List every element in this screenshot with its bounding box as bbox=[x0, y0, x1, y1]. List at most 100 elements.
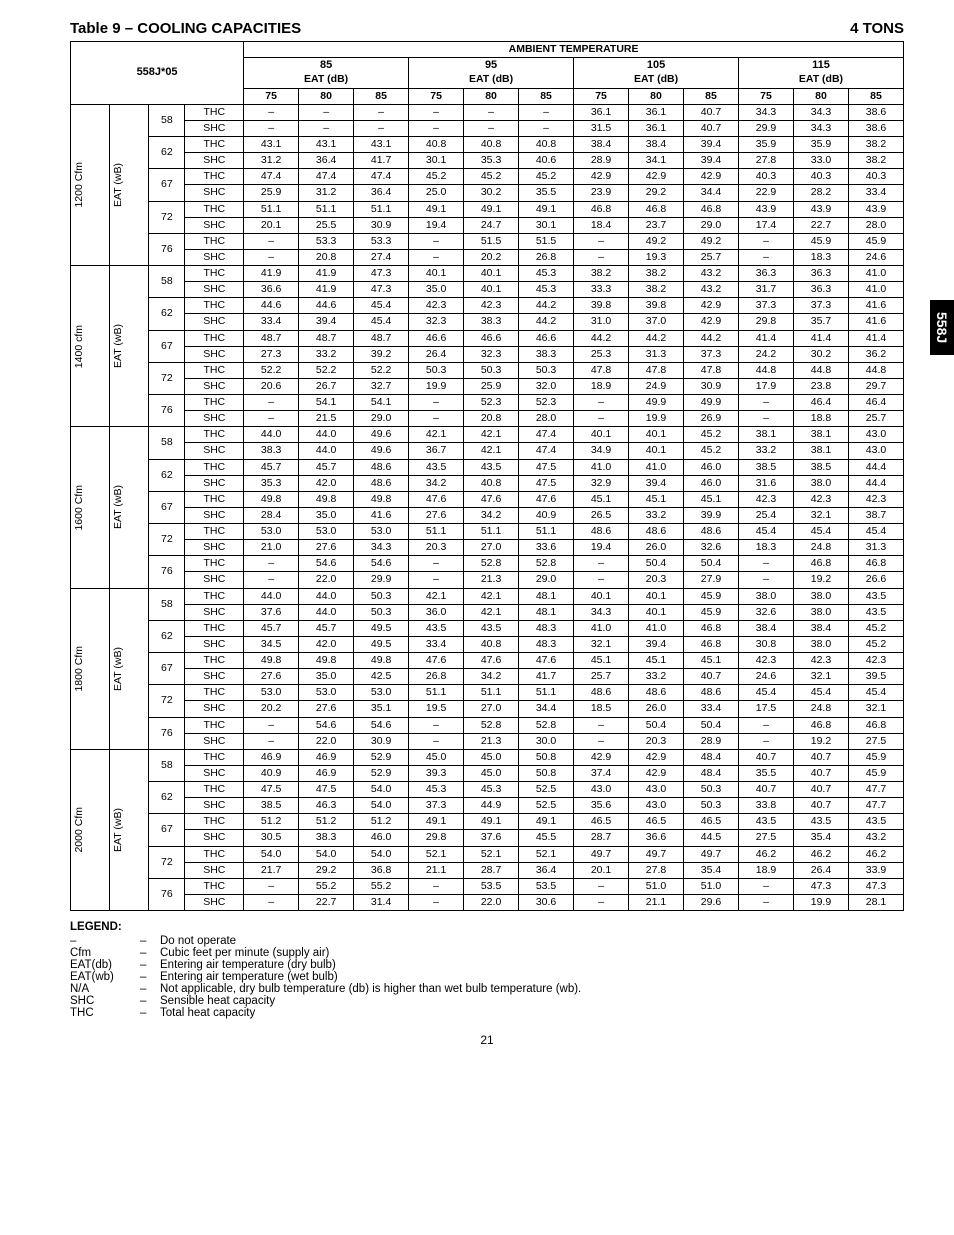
capacity-value: 29.0 bbox=[519, 572, 574, 588]
capacity-value: – bbox=[464, 120, 519, 136]
capacity-value: 27.3 bbox=[244, 346, 299, 362]
capacity-value: 45.2 bbox=[848, 636, 903, 652]
capacity-value: 40.1 bbox=[464, 266, 519, 282]
wet-bulb-value: 72 bbox=[149, 846, 185, 878]
capacity-value: 38.6 bbox=[848, 104, 903, 120]
shc-label: SHC bbox=[185, 282, 244, 298]
eat-wb-label: EAT (wB) bbox=[110, 266, 149, 427]
capacity-value: 48.6 bbox=[574, 685, 629, 701]
capacity-value: 37.3 bbox=[739, 298, 794, 314]
capacity-value: – bbox=[244, 120, 299, 136]
capacity-value: 46.8 bbox=[684, 636, 739, 652]
capacity-value: 48.7 bbox=[354, 330, 409, 346]
capacity-value: 49.6 bbox=[354, 443, 409, 459]
capacity-value: 35.3 bbox=[244, 475, 299, 491]
capacity-value: 45.5 bbox=[519, 830, 574, 846]
eat-col-header: 80 bbox=[464, 88, 519, 104]
capacity-value: 53.3 bbox=[299, 233, 354, 249]
capacity-value: 45.3 bbox=[519, 282, 574, 298]
capacity-value: 46.6 bbox=[519, 330, 574, 346]
capacity-value: 45.7 bbox=[244, 620, 299, 636]
capacity-value: 36.4 bbox=[519, 862, 574, 878]
capacity-value: 46.5 bbox=[574, 814, 629, 830]
capacity-value: 49.8 bbox=[244, 653, 299, 669]
shc-label: SHC bbox=[185, 798, 244, 814]
capacity-value: 20.1 bbox=[574, 862, 629, 878]
capacity-value: 36.6 bbox=[244, 282, 299, 298]
side-tab: 558J bbox=[930, 300, 954, 355]
capacity-value: 46.0 bbox=[684, 459, 739, 475]
cfm-label: 1400 cfm bbox=[71, 266, 110, 427]
shc-label: SHC bbox=[185, 153, 244, 169]
eat-wb-label: EAT (wB) bbox=[110, 588, 149, 749]
capacity-value: 29.9 bbox=[354, 572, 409, 588]
capacity-value: 49.8 bbox=[354, 491, 409, 507]
capacity-value: 49.1 bbox=[409, 814, 464, 830]
capacity-value: 38.2 bbox=[629, 266, 684, 282]
capacity-value: 46.6 bbox=[464, 330, 519, 346]
capacity-value: 26.0 bbox=[629, 540, 684, 556]
capacity-value: 48.3 bbox=[519, 636, 574, 652]
capacity-value: – bbox=[739, 556, 794, 572]
capacity-value: 29.0 bbox=[684, 217, 739, 233]
capacity-value: 31.2 bbox=[299, 185, 354, 201]
capacity-value: 38.2 bbox=[848, 137, 903, 153]
capacity-value: 38.2 bbox=[629, 282, 684, 298]
capacity-value: 20.1 bbox=[244, 217, 299, 233]
capacity-value: 45.2 bbox=[519, 169, 574, 185]
capacity-value: 31.4 bbox=[354, 894, 409, 910]
capacity-value: 47.5 bbox=[519, 475, 574, 491]
capacity-value: 45.2 bbox=[464, 169, 519, 185]
capacity-value: 48.1 bbox=[519, 588, 574, 604]
capacity-value: 33.2 bbox=[299, 346, 354, 362]
thc-label: THC bbox=[185, 588, 244, 604]
capacity-value: 46.8 bbox=[684, 201, 739, 217]
capacity-value: 51.1 bbox=[519, 524, 574, 540]
capacity-value: 18.9 bbox=[574, 378, 629, 394]
capacity-value: – bbox=[574, 894, 629, 910]
capacity-value: 38.7 bbox=[848, 507, 903, 523]
capacity-value: 22.7 bbox=[793, 217, 848, 233]
capacity-value: 25.0 bbox=[409, 185, 464, 201]
capacity-value: 32.0 bbox=[519, 378, 574, 394]
capacity-value: 45.2 bbox=[684, 443, 739, 459]
capacity-value: 28.7 bbox=[464, 862, 519, 878]
thc-label: THC bbox=[185, 104, 244, 120]
capacity-value: 45.9 bbox=[848, 749, 903, 765]
capacity-value: 38.4 bbox=[793, 620, 848, 636]
capacity-value: – bbox=[574, 249, 629, 265]
capacity-value: 42.9 bbox=[684, 298, 739, 314]
wet-bulb-value: 72 bbox=[149, 524, 185, 556]
capacity-value: – bbox=[519, 120, 574, 136]
wet-bulb-value: 62 bbox=[149, 137, 185, 169]
capacity-value: 49.1 bbox=[519, 814, 574, 830]
capacity-value: 43.2 bbox=[684, 266, 739, 282]
capacity-value: 33.4 bbox=[848, 185, 903, 201]
capacity-value: 45.9 bbox=[848, 233, 903, 249]
capacity-value: 31.3 bbox=[629, 346, 684, 362]
capacity-value: 29.0 bbox=[354, 411, 409, 427]
capacity-value: 46.2 bbox=[848, 846, 903, 862]
legend-dash: – bbox=[140, 971, 160, 983]
capacity-value: 29.9 bbox=[739, 120, 794, 136]
capacity-value: 32.6 bbox=[684, 540, 739, 556]
capacity-value: 40.7 bbox=[793, 798, 848, 814]
legend-definition: Entering air temperature (dry bulb) bbox=[160, 959, 904, 971]
capacity-value: 29.6 bbox=[684, 894, 739, 910]
capacity-value: 52.3 bbox=[519, 395, 574, 411]
capacity-value: 38.1 bbox=[793, 427, 848, 443]
capacity-value: 30.9 bbox=[684, 378, 739, 394]
capacity-value: 42.9 bbox=[574, 749, 629, 765]
wet-bulb-value: 58 bbox=[149, 588, 185, 620]
capacity-value: 52.2 bbox=[354, 362, 409, 378]
shc-label: SHC bbox=[185, 507, 244, 523]
shc-label: SHC bbox=[185, 669, 244, 685]
capacity-value: 48.1 bbox=[519, 604, 574, 620]
capacity-value: – bbox=[739, 717, 794, 733]
capacity-value: 40.8 bbox=[519, 137, 574, 153]
capacity-value: 50.8 bbox=[519, 765, 574, 781]
capacity-value: 20.3 bbox=[629, 733, 684, 749]
capacity-value: 44.0 bbox=[244, 588, 299, 604]
capacity-value: 51.1 bbox=[299, 201, 354, 217]
capacity-value: 49.1 bbox=[464, 201, 519, 217]
